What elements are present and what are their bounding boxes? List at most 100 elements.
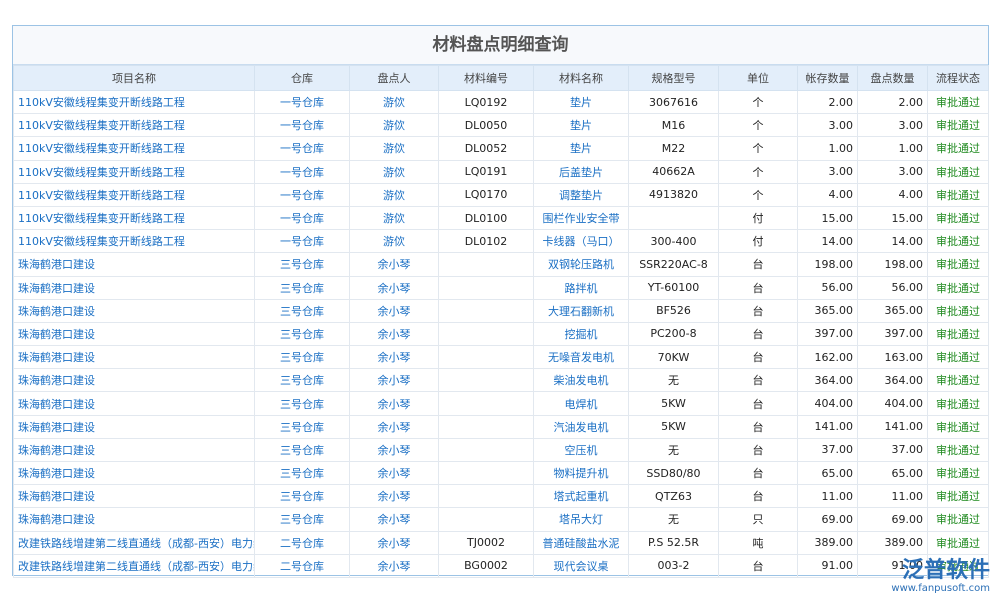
- table-cell: 珠海鹤港口建设: [13, 368, 255, 393]
- table-row: 110kV安徽线程集变开断线路工程 一号仓库 游佽 LQ0170 调整垫片 4913820…: [13, 182, 989, 207]
- table-cell: 台: [718, 484, 798, 509]
- table-cell: 审批通过: [927, 321, 989, 347]
- table-cell: 余小琴: [349, 321, 439, 347]
- table-cell: 台: [718, 252, 798, 277]
- report-title: 材料盘点明细查询: [13, 26, 988, 65]
- table-cell: 电焊机: [533, 391, 629, 416]
- table-cell: 审批通过: [927, 205, 989, 231]
- table-cell: 台: [718, 460, 798, 486]
- column-header: 盘点数量: [857, 65, 928, 91]
- table-cell: 审批通过: [927, 507, 989, 532]
- table-cell: SSR220AC-8: [628, 252, 719, 277]
- table-cell: 珠海鹤港口建设: [13, 507, 255, 532]
- table-cell: 审批通过: [927, 553, 989, 578]
- table-cell: 余小琴: [349, 414, 439, 439]
- table-cell: 挖掘机: [533, 321, 629, 347]
- table-cell: [438, 437, 534, 463]
- table-cell: 审批通过: [927, 368, 989, 393]
- table-cell: 余小琴: [349, 507, 439, 532]
- table-cell: 审批通过: [927, 437, 989, 463]
- table-cell: 审批通过: [927, 136, 989, 161]
- table-cell: 91.00: [857, 553, 928, 578]
- table-cell: 65.00: [797, 460, 858, 486]
- table-cell: QTZ63: [628, 484, 719, 509]
- table-cell: 改建铁路线增建第二线直通线（成都-西安）电力线: [13, 530, 255, 555]
- table-cell: 台: [718, 553, 798, 578]
- table-cell: 003-2: [628, 553, 719, 578]
- table-cell: PC200-8: [628, 321, 719, 347]
- table-cell: 调整垫片: [533, 182, 629, 207]
- table-cell: DL0102: [438, 229, 534, 254]
- table-cell: 台: [718, 345, 798, 370]
- table-cell: 个: [718, 136, 798, 161]
- table-cell: [438, 460, 534, 486]
- table-row: 珠海鹤港口建设 三号仓库 余小琴 双钢轮压路机 SSR220AC-8 台 198.00 198…: [13, 252, 989, 277]
- table-cell: 三号仓库: [254, 321, 350, 347]
- table-cell: 现代会议桌: [533, 553, 629, 578]
- table-cell: 游佽: [349, 159, 439, 184]
- table-cell: 198.00: [857, 252, 928, 277]
- table-row: 珠海鹤港口建设 三号仓库 余小琴 塔式起重机 QTZ63 台 11.00 11.00 审批通过: [13, 484, 989, 509]
- table-cell: 普通硅酸盐水泥: [533, 530, 629, 555]
- table-cell: [438, 252, 534, 277]
- table-cell: 台: [718, 298, 798, 323]
- table-cell: LQ0170: [438, 182, 534, 207]
- table-cell: 3.00: [857, 113, 928, 138]
- report-panel: 材料盘点明细查询 项目名称 仓库 盘点人 材料编号 材料名称 规格型号 单位 帐存数量 盘点数量…: [12, 25, 989, 578]
- table-row: 珠海鹤港口建设 三号仓库 余小琴 汽油发电机 5KW 台 141.00 141.00 审批通过: [13, 414, 989, 439]
- table-cell: 365.00: [797, 298, 858, 323]
- table-body: 110kV安徽线程集变开断线路工程 一号仓库 游佽 LQ0192 垫片 3067616 个 2…: [13, 89, 989, 578]
- table-cell: 一号仓库: [254, 89, 350, 115]
- table-cell: 付: [718, 229, 798, 254]
- column-header: 规格型号: [628, 65, 719, 91]
- table-cell: 无噪音发电机: [533, 345, 629, 370]
- table-cell: 40662A: [628, 159, 719, 184]
- table-row: 珠海鹤港口建设 三号仓库 余小琴 电焊机 5KW 台 404.00 404.00 审批通过: [13, 391, 989, 416]
- table-cell: 56.00: [857, 275, 928, 300]
- watermark: 泛普软件 www.fanpusoft.com: [891, 559, 990, 595]
- header-row: 项目名称 仓库 盘点人 材料编号 材料名称 规格型号 单位 帐存数量 盘点数量 流程状态: [13, 65, 989, 91]
- table-cell: 审批通过: [927, 298, 989, 323]
- table-cell: 三号仓库: [254, 345, 350, 370]
- table-cell: 三号仓库: [254, 298, 350, 323]
- table-cell: 付: [718, 205, 798, 231]
- table-cell: 一号仓库: [254, 136, 350, 161]
- table-cell: 15.00: [857, 205, 928, 231]
- table-cell: 141.00: [797, 414, 858, 439]
- table-cell: 余小琴: [349, 298, 439, 323]
- table-cell: 三号仓库: [254, 484, 350, 509]
- table-cell: 垫片: [533, 113, 629, 138]
- table-cell: 56.00: [797, 275, 858, 300]
- table-cell: 珠海鹤港口建设: [13, 437, 255, 463]
- table-cell: 1.00: [857, 136, 928, 161]
- table-cell: 69.00: [857, 507, 928, 532]
- table-cell: 塔式起重机: [533, 484, 629, 509]
- table-cell: 三号仓库: [254, 414, 350, 439]
- table-cell: 围栏作业安全带: [533, 205, 629, 231]
- table-cell: 余小琴: [349, 345, 439, 370]
- table-cell: 3067616: [628, 89, 719, 115]
- table-row: 珠海鹤港口建设 三号仓库 余小琴 柴油发电机无台 364.00 364.00 审批通过: [13, 368, 989, 393]
- table-cell: 空压机: [533, 437, 629, 463]
- table-cell: 余小琴: [349, 484, 439, 509]
- table-row: 珠海鹤港口建设 三号仓库 余小琴 路拌机 YT-60100 台 56.00 56.00 审批通过: [13, 275, 989, 300]
- table-cell: 5KW: [628, 391, 719, 416]
- table-cell: DL0100: [438, 205, 534, 231]
- table-cell: 游佽: [349, 182, 439, 207]
- table-cell: 台: [718, 275, 798, 300]
- table-cell: LQ0192: [438, 89, 534, 115]
- table-cell: [438, 507, 534, 532]
- table-cell: 卡线器（马口）: [533, 229, 629, 254]
- column-header: 单位: [718, 65, 798, 91]
- table-cell: 一号仓库: [254, 182, 350, 207]
- table-cell: LQ0191: [438, 159, 534, 184]
- table-cell: 1.00: [797, 136, 858, 161]
- table-cell: 台: [718, 368, 798, 393]
- table-cell: 个: [718, 159, 798, 184]
- table-row: 珠海鹤港口建设 三号仓库 余小琴 物料提升机 SSD80/80 台 65.00 65.00 审批…: [13, 460, 989, 486]
- table-cell: 4913820: [628, 182, 719, 207]
- table-cell: 110kV安徽线程集变开断线路工程: [13, 182, 255, 207]
- table-cell: [438, 321, 534, 347]
- table-cell: 双钢轮压路机: [533, 252, 629, 277]
- table-cell: 三号仓库: [254, 252, 350, 277]
